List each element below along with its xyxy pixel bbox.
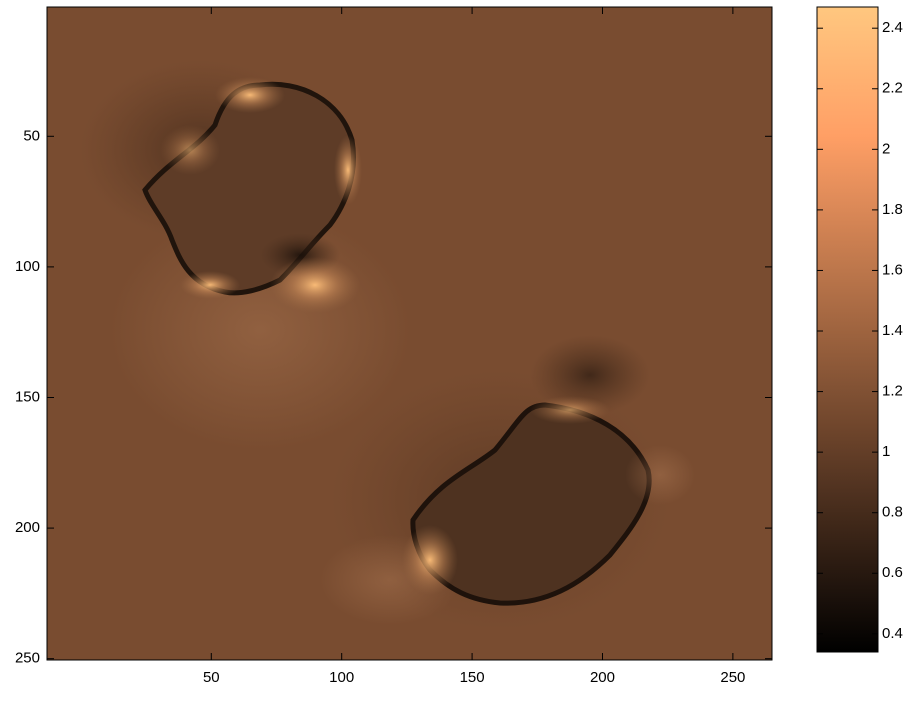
colorbar-tick-label: 2.2 [882,80,903,97]
colorbar-tick-label: 2.4 [882,19,903,36]
colorbar-tick-label: 0.4 [882,625,903,642]
y-tick-label: 200 [15,519,40,536]
colorbar-tick-label: 0.6 [882,564,903,581]
axes-box [46,6,773,661]
colorbar-tick-label: 2 [882,140,890,157]
y-tick-label: 250 [15,650,40,667]
y-tick-label: 100 [15,258,40,275]
blob-outline [410,402,652,606]
y-tick-label: 50 [23,127,40,144]
y-tick-label: 150 [15,388,40,405]
colorbar [816,6,879,653]
colorbar-tick-label: 1.6 [882,261,903,278]
colorbar-tick-label: 0.8 [882,504,903,521]
x-tick-label: 50 [203,669,220,686]
x-tick-label: 100 [329,669,354,686]
heatmap-image [47,7,772,660]
x-tick-label: 150 [460,669,485,686]
colorbar-tick-label: 1 [882,443,890,460]
colorbar-tick-label: 1.2 [882,383,903,400]
colorbar-tick-label: 1.4 [882,322,903,339]
x-tick-label: 200 [590,669,615,686]
x-tick-label: 250 [720,669,745,686]
colorbar-tick-label: 1.8 [882,201,903,218]
